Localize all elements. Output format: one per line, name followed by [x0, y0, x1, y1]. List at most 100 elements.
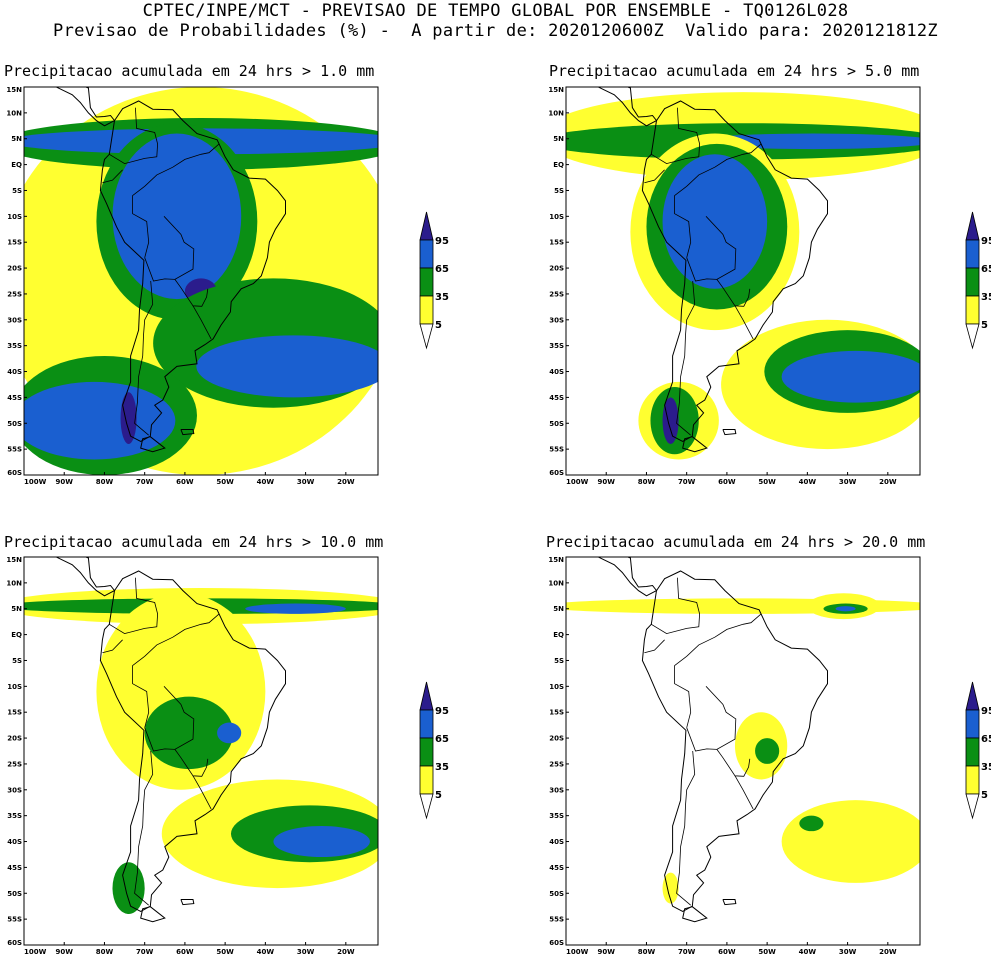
x-tick-label: 50W: [216, 948, 234, 956]
coastline-tierra-del-fuego: [682, 906, 708, 923]
x-tick-label: 60W: [176, 948, 194, 956]
coastline-south-america: [641, 100, 828, 442]
x-tick-label: 20W: [879, 948, 897, 956]
y-tick-label: 30S: [549, 316, 564, 324]
legend-swatch-95: [965, 681, 980, 711]
main-subtitle: Previsao de Probabilidades (%) - A parti…: [53, 21, 938, 41]
precip-map-4: 15N 10N 5N EQ 5S 10S 15S 20S 25S 30S 35S 40S 45S 50S 5…: [548, 556, 921, 956]
legend-label: 95: [435, 236, 449, 247]
legend-label: 65: [981, 264, 991, 275]
prob-region-65: [245, 603, 346, 614]
y-tick-label: 60S: [7, 469, 22, 477]
country-border: [676, 750, 696, 906]
x-tick-label: 60W: [176, 478, 194, 486]
prob-region-65: [273, 826, 370, 858]
coastline-tierra-del-fuego: [682, 436, 708, 453]
x-tick-label: 30W: [297, 478, 315, 486]
y-tick-label: 30S: [7, 316, 22, 324]
y-tick-label: 20S: [549, 735, 564, 743]
x-tick-label: 90W: [597, 948, 615, 956]
coastline-central-america: [597, 87, 658, 127]
y-tick-label: 5N: [11, 605, 22, 613]
legend-swatch-below-5: [965, 793, 980, 820]
y-tick-label: 15S: [549, 239, 564, 247]
x-tick-label: 50W: [216, 478, 234, 486]
y-tick-label: 35S: [7, 342, 22, 350]
x-tick-label: 60W: [718, 478, 736, 486]
country-border: [644, 169, 665, 184]
y-tick-label: 55S: [549, 916, 564, 924]
country-border: [734, 305, 754, 340]
y-tick-label: 15S: [549, 709, 564, 717]
prob-region-65: [781, 350, 920, 403]
country-border: [674, 613, 762, 728]
legend-label: 35: [981, 292, 991, 303]
y-tick-label: 10S: [549, 213, 564, 221]
x-tick-label: 80W: [96, 478, 114, 486]
map-frame: [23, 86, 379, 476]
y-tick-label: 10N: [548, 109, 564, 117]
legend-label: 95: [981, 706, 991, 717]
country-border: [174, 749, 209, 777]
color-legend: 95 65 35 5: [419, 211, 449, 350]
map-plot-area: [24, 87, 378, 475]
legend-label: 5: [435, 320, 442, 331]
y-tick-label: 5S: [12, 657, 22, 665]
precip-map-1: 15N 10N 5N EQ 5S 10S 15S 20S 25S 30S 35S 40S 45S 50S 5…: [6, 86, 379, 486]
y-tick-label: 50S: [7, 890, 22, 898]
prob-region-5: [781, 800, 920, 883]
y-tick-label: EQ: [553, 631, 564, 639]
x-tick-label: 100W: [24, 478, 47, 486]
y-tick-label: 40S: [7, 368, 22, 376]
prob-region-5: [662, 872, 679, 904]
y-tick-label: 35S: [7, 812, 22, 820]
prob-region-35: [799, 815, 824, 832]
country-border: [716, 279, 751, 307]
legend-swatch-95: [419, 681, 434, 711]
x-tick-label: 50W: [758, 948, 776, 956]
x-tick-label: 20W: [879, 478, 897, 486]
y-tick-label: 40S: [7, 838, 22, 846]
y-tick-label: 50S: [7, 420, 22, 428]
x-tick-label: 70W: [136, 478, 154, 486]
main-title: CPTEC/INPE/MCT - PREVISAO DE TEMPO GLOBA…: [142, 1, 849, 21]
y-tick-label: 15N: [6, 86, 22, 94]
coastline-falklands: [722, 429, 737, 436]
y-tick-label: 5N: [553, 135, 564, 143]
country-border: [109, 107, 159, 165]
map-frame: [23, 556, 379, 946]
legend-swatch-65: [965, 709, 980, 739]
country-border: [651, 107, 701, 165]
legend-label: 35: [435, 292, 449, 303]
x-tick-label: 30W: [297, 948, 315, 956]
country-border: [192, 775, 212, 810]
x-tick-label: 100W: [566, 948, 589, 956]
y-tick-label: 55S: [7, 446, 22, 454]
color-legend: 95 65 35 5: [965, 681, 991, 820]
country-border: [144, 686, 195, 752]
legend-swatch-5: [965, 295, 980, 325]
country-border: [134, 280, 154, 436]
y-tick-label: 10N: [6, 579, 22, 587]
x-tick-label: 80W: [638, 478, 656, 486]
legend-swatch-below-5: [965, 323, 980, 350]
prob-region-95: [120, 392, 137, 444]
map-frame: [565, 556, 921, 946]
y-tick-label: 45S: [549, 394, 564, 402]
x-tick-label: 60W: [718, 948, 736, 956]
prob-region-65: [662, 154, 768, 289]
panel-title: Precipitacao acumulada em 24 hrs > 20.0 …: [546, 533, 926, 551]
legend-label: 35: [435, 762, 449, 773]
y-tick-label: 60S: [7, 939, 22, 947]
legend-swatch-65: [965, 239, 980, 269]
y-tick-label: 20S: [7, 265, 22, 273]
coastline-central-america: [55, 87, 116, 127]
y-tick-label: 55S: [549, 446, 564, 454]
legend-swatch-65: [419, 709, 434, 739]
y-tick-label: EQ: [11, 161, 22, 169]
country-border: [174, 279, 209, 307]
color-legend: 95 65 35 5: [419, 681, 449, 820]
prob-region-65: [112, 133, 242, 300]
legend-label: 5: [435, 790, 442, 801]
y-tick-label: 5N: [553, 605, 564, 613]
